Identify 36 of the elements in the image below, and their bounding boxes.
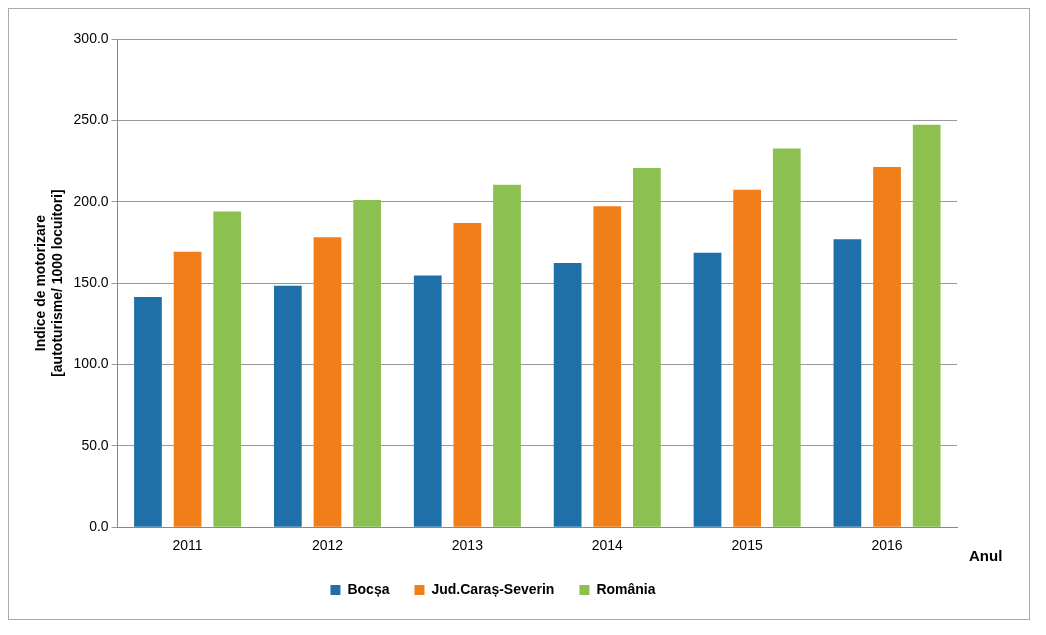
bar xyxy=(553,263,582,527)
bar xyxy=(273,285,302,527)
y-tick-label: 250.0 xyxy=(73,111,109,128)
y-tick-label: 300.0 xyxy=(73,29,109,46)
y-tick-label: 200.0 xyxy=(73,192,109,209)
y-tick-label: 50.0 xyxy=(81,436,109,453)
x-tick-label: 2014 xyxy=(591,537,624,554)
bar xyxy=(912,124,941,527)
y-axis-title: Indice de motorizare [autoturisme/ 1000 locuitori] xyxy=(32,189,66,377)
bar xyxy=(213,211,242,527)
bar xyxy=(353,200,381,527)
bar xyxy=(134,297,162,527)
bar xyxy=(693,252,722,527)
legend-label: Jud.Caraș-Severin xyxy=(431,580,555,597)
y-tick-label: 100.0 xyxy=(73,355,109,372)
bar xyxy=(453,222,482,527)
bar xyxy=(593,206,622,527)
x-tick-label: 2011 xyxy=(172,537,203,554)
bar xyxy=(493,184,521,527)
bar xyxy=(173,251,202,527)
bar xyxy=(733,189,762,527)
x-tick-label: 2013 xyxy=(451,537,484,554)
legend-label: România xyxy=(596,580,656,597)
y-tick-label: 0.0 xyxy=(89,518,109,535)
x-axis-title: Anul xyxy=(969,547,1003,565)
bar xyxy=(313,237,342,527)
legend-label: Bocșa xyxy=(347,580,390,597)
bar xyxy=(413,275,442,527)
y-tick-label: 150.0 xyxy=(73,273,109,290)
bar xyxy=(772,148,801,527)
x-tick-label: 2016 xyxy=(871,537,903,554)
x-tick-label: 2012 xyxy=(311,537,344,554)
bar xyxy=(633,168,661,527)
bar xyxy=(873,167,901,527)
bar xyxy=(833,239,862,527)
x-tick-label: 2015 xyxy=(731,537,763,554)
